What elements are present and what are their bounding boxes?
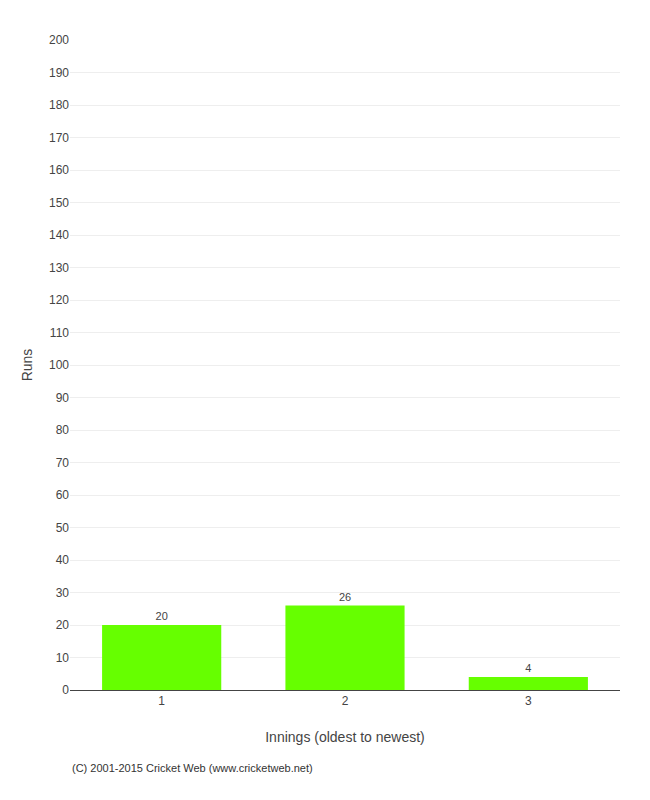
svg-text:3: 3 — [525, 694, 532, 708]
svg-text:130: 130 — [49, 261, 69, 275]
svg-text:80: 80 — [56, 423, 70, 437]
svg-text:26: 26 — [339, 591, 351, 603]
svg-text:150: 150 — [49, 196, 69, 210]
svg-text:100: 100 — [49, 358, 69, 372]
svg-text:120: 120 — [49, 293, 69, 307]
svg-text:2: 2 — [342, 694, 349, 708]
svg-text:40: 40 — [56, 553, 70, 567]
svg-text:Innings (oldest to newest): Innings (oldest to newest) — [265, 729, 425, 745]
svg-text:Runs: Runs — [19, 349, 35, 382]
svg-text:10: 10 — [56, 651, 70, 665]
svg-text:140: 140 — [49, 228, 69, 242]
svg-text:190: 190 — [49, 66, 69, 80]
svg-text:0: 0 — [62, 683, 69, 697]
svg-text:50: 50 — [56, 521, 70, 535]
svg-text:110: 110 — [50, 326, 69, 340]
svg-text:170: 170 — [49, 131, 69, 145]
svg-text:180: 180 — [49, 98, 69, 112]
svg-text:1: 1 — [158, 694, 165, 708]
svg-text:(C) 2001-2015 Cricket Web (www: (C) 2001-2015 Cricket Web (www.cricketwe… — [72, 762, 313, 774]
svg-text:60: 60 — [56, 488, 70, 502]
svg-text:70: 70 — [56, 456, 70, 470]
svg-text:160: 160 — [49, 163, 69, 177]
svg-text:4: 4 — [525, 662, 531, 674]
svg-text:90: 90 — [56, 391, 70, 405]
svg-text:20: 20 — [156, 610, 168, 622]
svg-text:20: 20 — [56, 618, 70, 632]
svg-text:30: 30 — [56, 586, 70, 600]
svg-text:200: 200 — [49, 33, 69, 47]
